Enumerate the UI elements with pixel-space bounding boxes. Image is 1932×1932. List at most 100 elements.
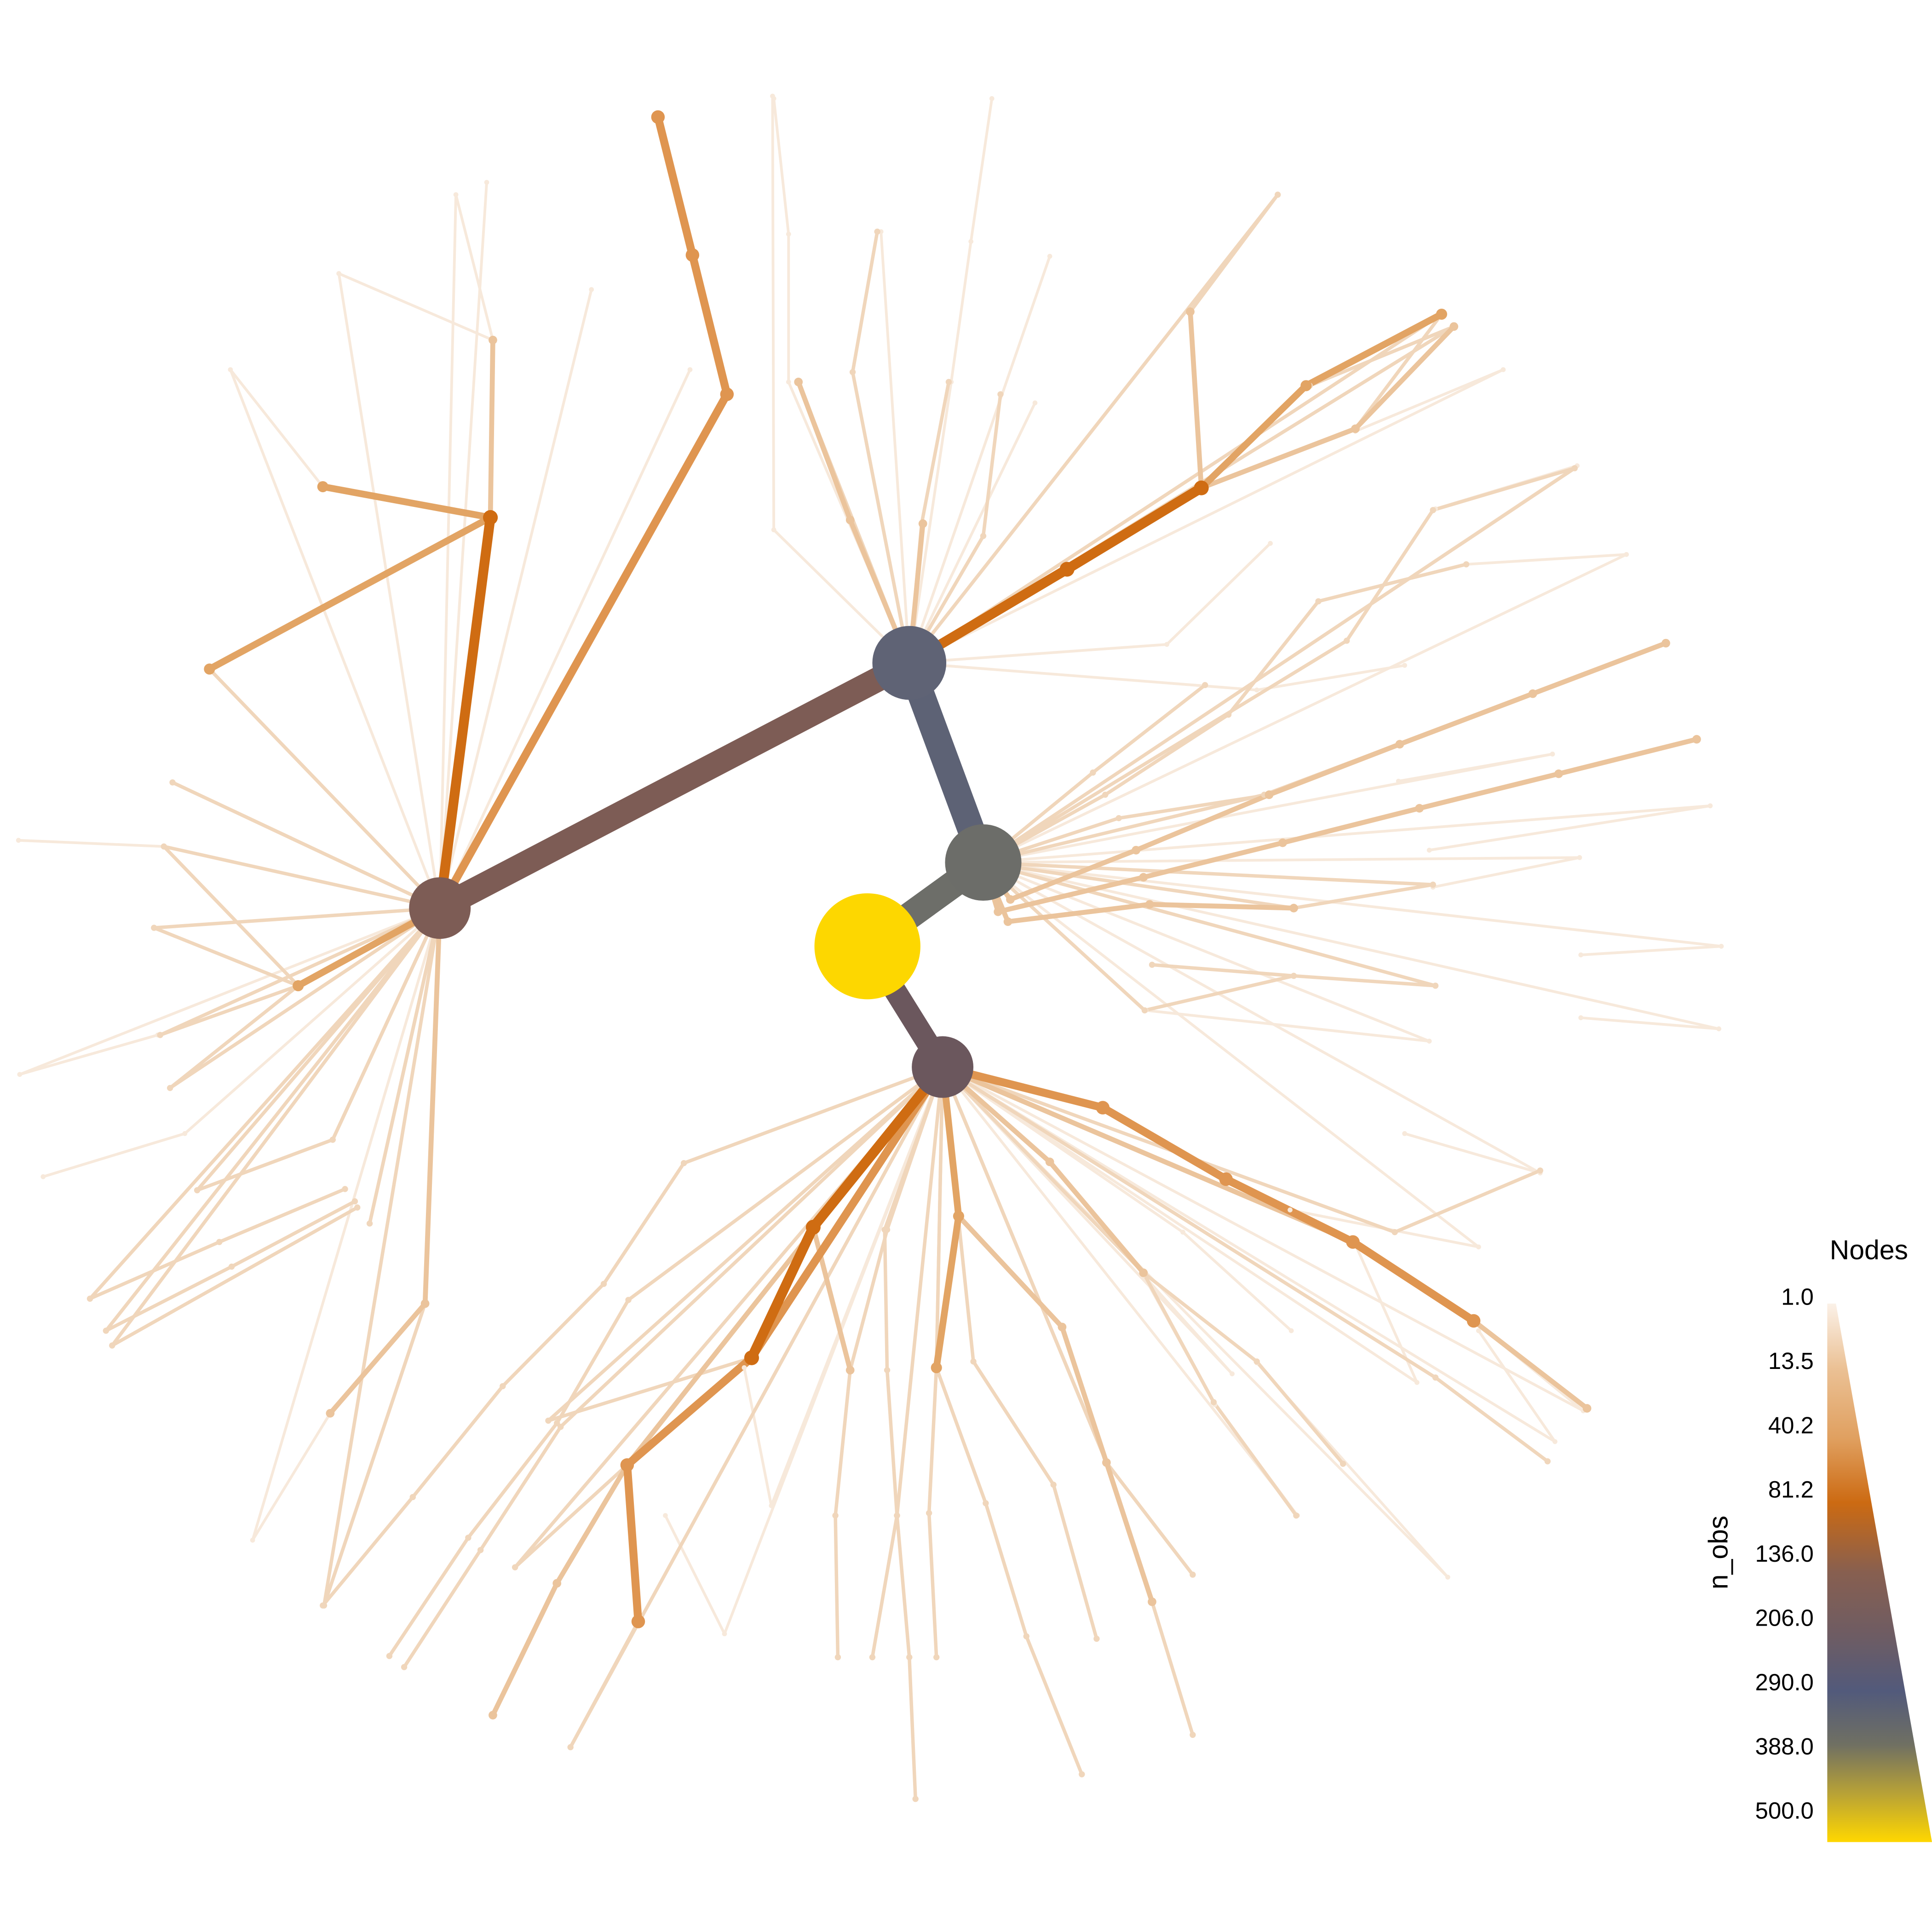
- tree-edge: [895, 1065, 944, 1518]
- tree-node: [465, 1535, 472, 1541]
- tree-edge: [337, 272, 442, 910]
- tree-node: [169, 779, 176, 786]
- tree-node: [1463, 561, 1470, 568]
- tree-edge: [982, 861, 1431, 1043]
- tree-node: [1716, 1026, 1721, 1031]
- tree-node: [589, 287, 594, 292]
- tree-edge: [870, 1513, 899, 1659]
- tree-edge: [162, 845, 300, 988]
- tree-node: [1079, 1771, 1085, 1777]
- tree-edge: [1142, 1274, 1234, 1375]
- tree-edge: [17, 839, 166, 848]
- tree-node: [1059, 562, 1075, 577]
- tree-node: [722, 1631, 727, 1637]
- tree-edge: [1471, 1318, 1590, 1411]
- tree-node: [663, 1513, 668, 1518]
- tree-edge: [1255, 664, 1406, 691]
- tree-node: [1003, 917, 1012, 926]
- tree-node: [771, 527, 776, 533]
- tree-edge: [88, 906, 442, 1300]
- tree-node: [1430, 881, 1436, 888]
- tree-edge: [940, 1064, 1356, 1245]
- tree-edge: [981, 861, 1435, 886]
- legend-tick-label: 1.0: [1781, 1284, 1814, 1310]
- tree-node: [157, 1032, 163, 1038]
- tree-edge: [1059, 1324, 1109, 1465]
- tree-edge: [402, 1548, 483, 1669]
- tree-edge: [1062, 483, 1207, 575]
- tree-edge: [908, 643, 1168, 665]
- tree-edge: [908, 661, 1259, 691]
- tree-node: [912, 1796, 919, 1802]
- tree-node: [1445, 1575, 1450, 1580]
- tree-edge: [1098, 1104, 1230, 1184]
- tree-node: [500, 1383, 506, 1390]
- tree-edge: [982, 861, 1723, 948]
- tree-node: [651, 110, 665, 124]
- tree-node: [409, 877, 471, 939]
- tree-node: [40, 1174, 46, 1179]
- tree-node: [151, 925, 157, 931]
- tree-node: [980, 533, 987, 539]
- tree-node: [182, 1131, 188, 1136]
- tree-edge: [207, 667, 442, 910]
- tree-node: [983, 1500, 989, 1506]
- tree-node: [1190, 1731, 1196, 1738]
- tree-node: [161, 843, 167, 850]
- tree-node: [1402, 663, 1407, 668]
- tree-node: [834, 1654, 841, 1661]
- tree-node: [1139, 873, 1148, 882]
- tree-node: [1432, 1374, 1439, 1381]
- tree-edge: [1188, 309, 1204, 491]
- tree-edge: [1104, 1460, 1155, 1604]
- tree-edge: [851, 230, 879, 374]
- tree-edge: [322, 906, 442, 1607]
- tree-edge: [331, 906, 442, 1142]
- tree-edge: [1428, 804, 1712, 852]
- tree-node: [1096, 1101, 1110, 1115]
- tree-edge: [623, 1354, 756, 1469]
- tree-node: [994, 907, 1003, 916]
- tree-edge: [984, 1501, 1028, 1638]
- tree-node: [625, 1297, 632, 1303]
- tree-edge: [880, 230, 911, 665]
- tree-node: [16, 838, 21, 843]
- tree-node: [1300, 380, 1312, 391]
- tree-node: [1047, 253, 1052, 259]
- tree-edge: [1393, 1168, 1542, 1234]
- legend-tick-label: 136.0: [1755, 1541, 1814, 1567]
- tree-edge: [982, 804, 1712, 864]
- tree-edge: [982, 553, 1628, 864]
- tree-edge: [559, 1065, 944, 1429]
- tree-edge: [152, 906, 442, 930]
- tree-node: [845, 1366, 855, 1374]
- tree-edge: [772, 97, 790, 236]
- tree-node: [420, 1299, 430, 1308]
- tree-edge: [1266, 742, 1403, 798]
- tree-edge: [1143, 974, 1296, 1012]
- tree-node: [204, 663, 215, 675]
- tree-edge: [168, 984, 300, 1090]
- tree-edge: [664, 1514, 726, 1635]
- tree-edge: [438, 181, 488, 910]
- tree-edge: [834, 1368, 852, 1518]
- tree-edge: [110, 1206, 359, 1347]
- tree-node: [742, 1365, 747, 1370]
- tree-node: [1145, 900, 1154, 909]
- tree-edge: [152, 926, 300, 988]
- tree-node: [1032, 400, 1038, 406]
- tree-node: [1045, 1157, 1054, 1167]
- tree-edge: [1579, 1016, 1720, 1030]
- tree-node: [953, 1210, 964, 1222]
- tree-node: [1395, 740, 1404, 749]
- tree-node: [1186, 307, 1195, 316]
- tree-node: [167, 1085, 173, 1091]
- tree-edge: [934, 1065, 944, 1369]
- tree-node: [320, 1602, 326, 1609]
- tree-edge: [478, 1425, 563, 1552]
- tree-node: [1149, 961, 1156, 968]
- tree-node: [1476, 1328, 1481, 1334]
- tree-edge: [230, 1199, 357, 1269]
- tree-edge: [1431, 466, 1576, 512]
- tree-edge: [1188, 193, 1280, 314]
